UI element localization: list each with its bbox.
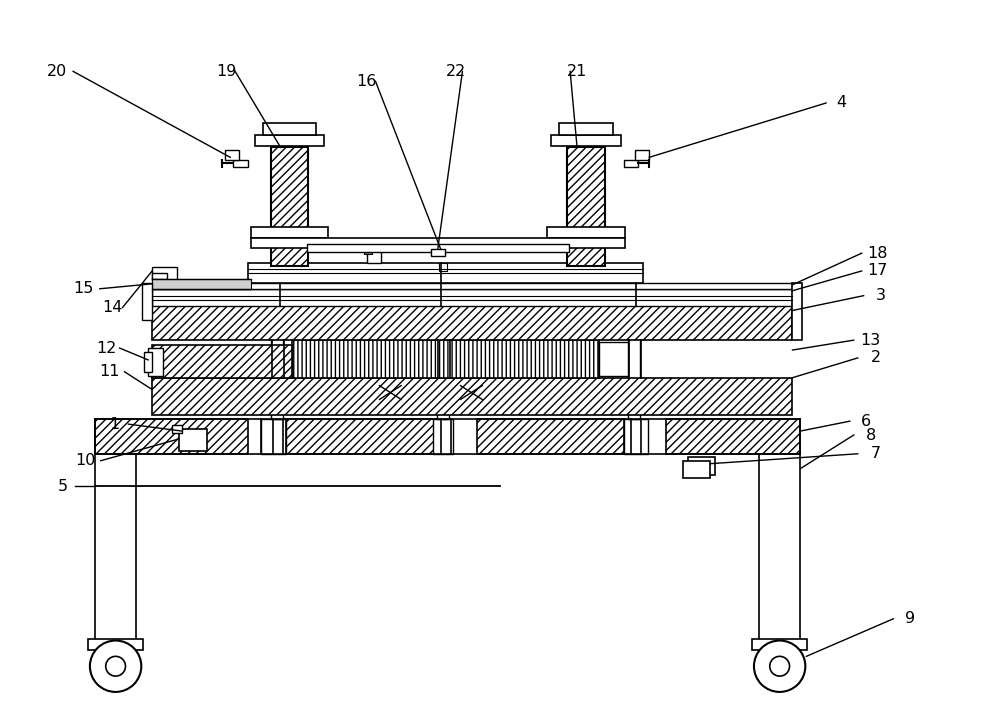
Text: 13: 13 — [860, 333, 881, 348]
Text: 16: 16 — [356, 74, 377, 89]
Bar — [255, 134, 324, 146]
Bar — [792, 283, 802, 340]
Bar — [759, 454, 800, 641]
Bar — [367, 251, 381, 263]
Bar — [439, 263, 447, 271]
Bar — [225, 151, 239, 161]
Bar — [179, 429, 207, 451]
Bar — [437, 281, 449, 419]
Ellipse shape — [90, 641, 141, 692]
Bar — [144, 352, 152, 372]
Bar — [152, 273, 167, 279]
Text: 6: 6 — [861, 414, 871, 429]
Bar — [433, 419, 453, 454]
Bar — [88, 639, 143, 650]
Text: 17: 17 — [867, 263, 888, 279]
Text: 3: 3 — [875, 288, 885, 303]
Bar — [752, 639, 807, 650]
Text: 19: 19 — [216, 64, 236, 79]
Bar — [152, 345, 292, 377]
Bar — [431, 249, 445, 256]
Bar — [152, 306, 792, 340]
Text: 2: 2 — [870, 351, 881, 365]
Text: 8: 8 — [865, 427, 876, 443]
Text: 18: 18 — [867, 246, 888, 260]
Text: 22: 22 — [445, 64, 466, 79]
Text: 9: 9 — [905, 611, 915, 627]
Text: 14: 14 — [102, 300, 123, 315]
Bar — [364, 249, 372, 254]
Ellipse shape — [106, 656, 125, 676]
Bar — [251, 227, 328, 239]
Text: 1: 1 — [109, 417, 120, 432]
Text: 4: 4 — [836, 96, 846, 111]
Bar — [152, 279, 251, 289]
Bar — [688, 457, 715, 474]
Bar — [271, 147, 308, 266]
Bar — [292, 340, 599, 377]
Bar — [567, 147, 605, 266]
Bar — [263, 122, 316, 134]
Bar — [142, 283, 152, 320]
Ellipse shape — [770, 656, 790, 676]
Bar — [152, 283, 792, 289]
Bar — [152, 289, 792, 306]
Bar — [599, 342, 628, 376]
Bar — [271, 281, 283, 419]
Bar — [251, 239, 625, 249]
Bar — [95, 454, 136, 641]
Bar — [152, 377, 792, 415]
Bar — [286, 419, 439, 454]
Bar — [152, 267, 177, 281]
Bar — [248, 263, 643, 283]
Text: 15: 15 — [73, 282, 93, 296]
Text: 7: 7 — [870, 446, 881, 461]
Bar — [148, 348, 163, 376]
Text: 5: 5 — [58, 479, 68, 494]
Bar — [307, 244, 569, 252]
Bar — [172, 425, 182, 433]
Ellipse shape — [754, 641, 805, 692]
Bar — [624, 419, 648, 454]
Text: 11: 11 — [99, 364, 120, 379]
Bar — [635, 151, 649, 161]
Bar — [261, 419, 286, 454]
Text: 10: 10 — [75, 453, 95, 468]
Bar — [233, 161, 248, 168]
Bar — [628, 281, 640, 419]
Bar — [547, 227, 625, 239]
Text: 12: 12 — [97, 341, 117, 356]
Bar — [683, 460, 710, 479]
Bar — [559, 122, 613, 134]
Bar — [666, 419, 800, 454]
Bar — [477, 419, 624, 454]
Text: 20: 20 — [47, 64, 67, 79]
Text: 21: 21 — [567, 64, 587, 79]
Bar — [551, 134, 621, 146]
Bar — [624, 161, 638, 168]
Bar — [95, 419, 248, 454]
